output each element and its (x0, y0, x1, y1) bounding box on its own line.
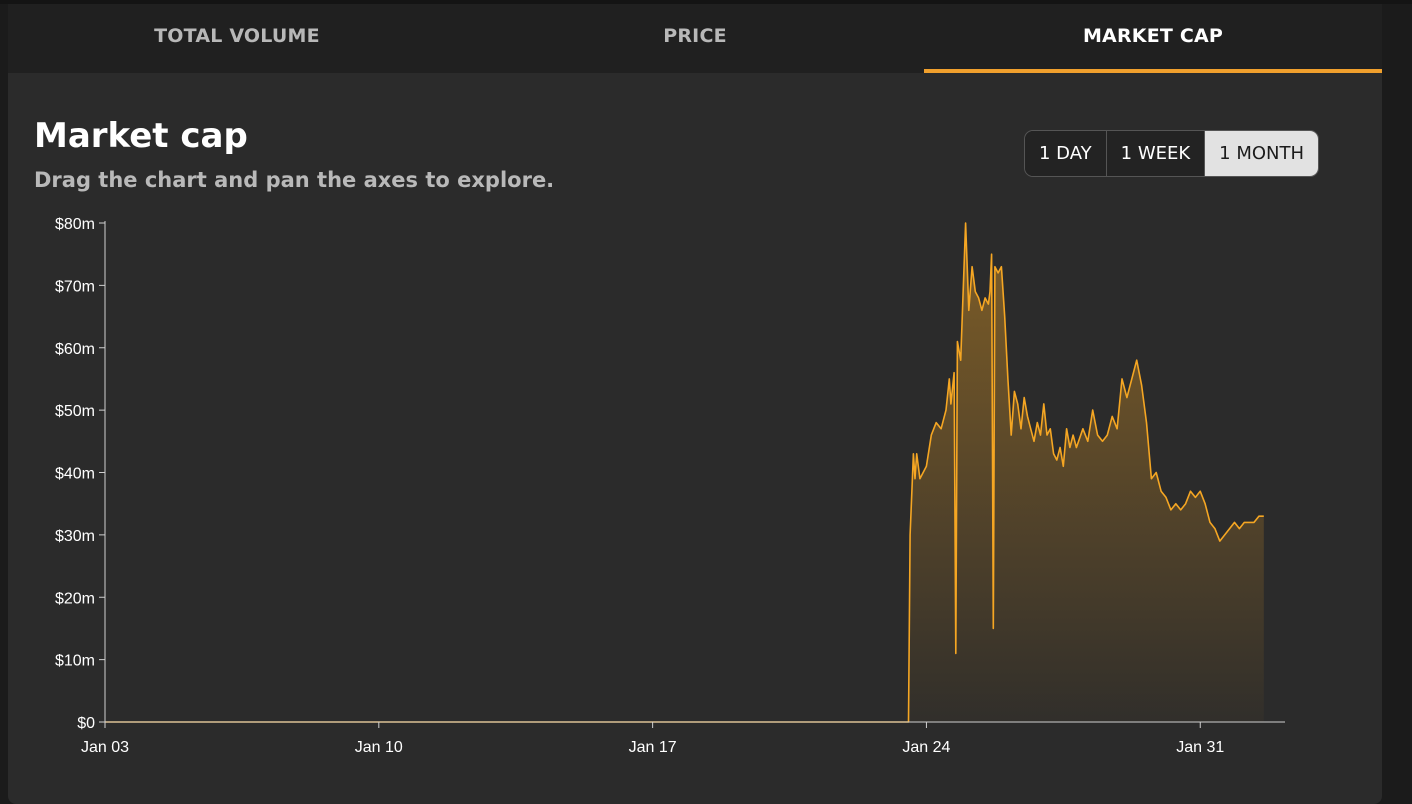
market-cap-chart[interactable]: $0 $10m $20m $30m $40m $50m $60m $70m $80m Jan 0… (8, 210, 1382, 776)
metric-tabs: TOTAL VOLUME PRICE MARKET CAP (8, 4, 1382, 73)
y-tick-label: $70m (55, 278, 95, 295)
range-1-month-button[interactable]: 1 MONTH (1204, 131, 1319, 176)
range-1-day-button[interactable]: 1 DAY (1025, 131, 1106, 176)
tab-price[interactable]: PRICE (663, 24, 727, 47)
y-tick-label: $50m (55, 403, 95, 420)
range-1-week-button[interactable]: 1 WEEK (1105, 131, 1205, 176)
x-tick-label: Jan 31 (1176, 739, 1224, 756)
series-line (105, 222, 1264, 723)
time-range-selector: 1 DAY 1 WEEK 1 MONTH (1024, 130, 1320, 177)
y-tick-label: $80m (55, 216, 95, 233)
tab-total-volume[interactable]: TOTAL VOLUME (154, 24, 320, 47)
x-tick-label: Jan 03 (81, 739, 129, 756)
y-tick-label: $0 (77, 715, 95, 732)
chart-title: Market cap (34, 116, 248, 156)
y-tick-label: $10m (55, 653, 95, 670)
series-area (105, 223, 1264, 722)
top-frame-line (0, 0, 1412, 4)
market-chart-panel: TOTAL VOLUME PRICE MARKET CAP Market cap… (8, 4, 1382, 804)
x-tick-label: Jan 17 (629, 739, 677, 756)
y-tick-label: $30m (55, 528, 95, 545)
y-tick-label: $40m (55, 466, 95, 483)
chart-subtitle: Drag the chart and pan the axes to explo… (34, 168, 555, 192)
y-tick-label: $60m (55, 341, 95, 358)
y-tick-label: $20m (55, 590, 95, 607)
tab-market-cap[interactable]: MARKET CAP (924, 4, 1382, 73)
x-tick-label: Jan 10 (355, 739, 403, 756)
x-tick-label: Jan 24 (902, 739, 950, 756)
